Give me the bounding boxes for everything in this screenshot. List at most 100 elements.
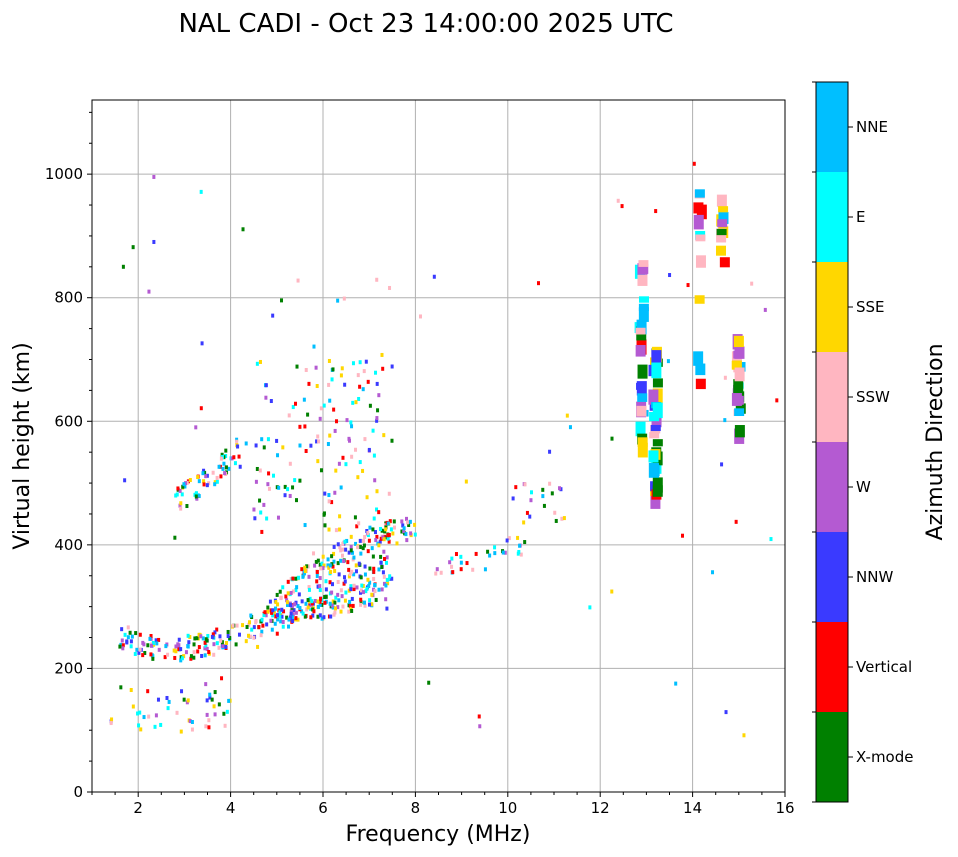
echo-point — [477, 714, 481, 719]
echo-point — [588, 605, 592, 610]
echo-point — [220, 640, 224, 645]
echo-point — [694, 189, 705, 198]
echo-point — [275, 631, 279, 636]
echo-point — [390, 364, 394, 369]
echo-point — [179, 647, 183, 652]
echo-point — [337, 461, 341, 466]
echo-point — [328, 433, 332, 438]
echo-point — [200, 341, 204, 346]
echo-point — [386, 536, 390, 541]
echo-point — [336, 592, 340, 597]
echo-point — [266, 437, 270, 442]
echo-point — [360, 583, 364, 588]
echo-point — [364, 589, 368, 594]
echo-point — [193, 636, 197, 641]
echo-point — [118, 644, 122, 649]
echo-point — [368, 598, 372, 603]
echo-point — [368, 580, 372, 585]
echo-point — [384, 527, 388, 532]
echo-point — [339, 485, 343, 490]
echo-point — [405, 538, 409, 543]
echo-point — [339, 548, 343, 553]
echo-point — [274, 614, 278, 619]
echo-point — [196, 493, 200, 498]
echo-point — [366, 530, 370, 535]
x-tick-label: 6 — [318, 799, 328, 817]
echo-point — [287, 413, 291, 418]
echo-point — [328, 580, 332, 585]
echo-point — [329, 570, 333, 575]
echo-point — [649, 432, 660, 439]
echo-point — [343, 539, 347, 544]
echo-point — [350, 569, 354, 574]
echo-point — [131, 245, 135, 250]
echo-point — [192, 642, 196, 647]
echo-point — [333, 600, 337, 605]
echo-point — [130, 634, 134, 639]
echo-point — [335, 419, 339, 424]
echo-point — [333, 606, 337, 611]
echo-point — [156, 697, 160, 702]
colorbar: X-mode Vertical NNW W SSW SSE E NNE — [812, 81, 913, 803]
echo-point — [332, 559, 336, 564]
echo-point — [300, 609, 304, 614]
echo-point — [686, 283, 690, 288]
echo-point — [332, 551, 336, 556]
echo-point — [274, 600, 278, 605]
echo-point — [301, 574, 305, 579]
echo-point — [383, 523, 387, 528]
x-tick-label: 2 — [133, 799, 143, 817]
echo-point — [511, 496, 515, 501]
echo-point — [204, 643, 208, 648]
echo-point — [341, 455, 345, 460]
echo-point — [224, 644, 228, 649]
echo-point — [190, 727, 194, 732]
echo-point — [258, 498, 262, 503]
echo-point — [185, 480, 189, 485]
echo-point — [265, 516, 269, 521]
echo-point — [207, 725, 211, 730]
echo-point — [223, 723, 227, 728]
echo-point — [138, 647, 142, 652]
echo-point — [548, 481, 552, 486]
echo-point — [525, 510, 529, 515]
echo-point — [318, 562, 322, 567]
echo-point — [363, 564, 367, 569]
echo-point — [267, 486, 271, 491]
echo-point — [359, 590, 363, 595]
echo-point — [152, 239, 156, 244]
echo-point — [413, 522, 417, 527]
echo-point — [291, 619, 295, 624]
echo-point — [372, 566, 376, 571]
echo-point — [372, 516, 376, 521]
x-tick-label: 14 — [683, 799, 702, 817]
echo-point — [268, 599, 272, 604]
echo-point — [356, 373, 360, 378]
colorbar-label-vertical: Vertical — [856, 658, 912, 676]
echo-point — [328, 563, 332, 568]
echo-point — [322, 403, 326, 408]
echo-point — [189, 654, 193, 659]
echo-point — [319, 596, 323, 601]
echo-point — [464, 479, 468, 484]
echo-point — [366, 577, 370, 582]
echo-point — [363, 437, 367, 442]
echo-point — [356, 475, 360, 480]
echo-point — [769, 537, 773, 542]
echo-point — [383, 529, 387, 534]
echo-point — [294, 616, 298, 621]
echo-point — [694, 295, 705, 304]
echo-point — [381, 366, 385, 371]
echo-point — [269, 618, 273, 623]
echo-point — [174, 649, 178, 654]
echo-point — [307, 587, 311, 592]
echo-point — [286, 487, 290, 492]
echo-point — [307, 574, 311, 579]
echo-point — [385, 606, 389, 611]
echo-point — [331, 605, 335, 610]
echo-point — [341, 604, 345, 609]
echo-point — [165, 695, 169, 700]
echo-point — [374, 538, 378, 543]
echo-point — [289, 590, 293, 595]
echo-point — [382, 549, 386, 554]
